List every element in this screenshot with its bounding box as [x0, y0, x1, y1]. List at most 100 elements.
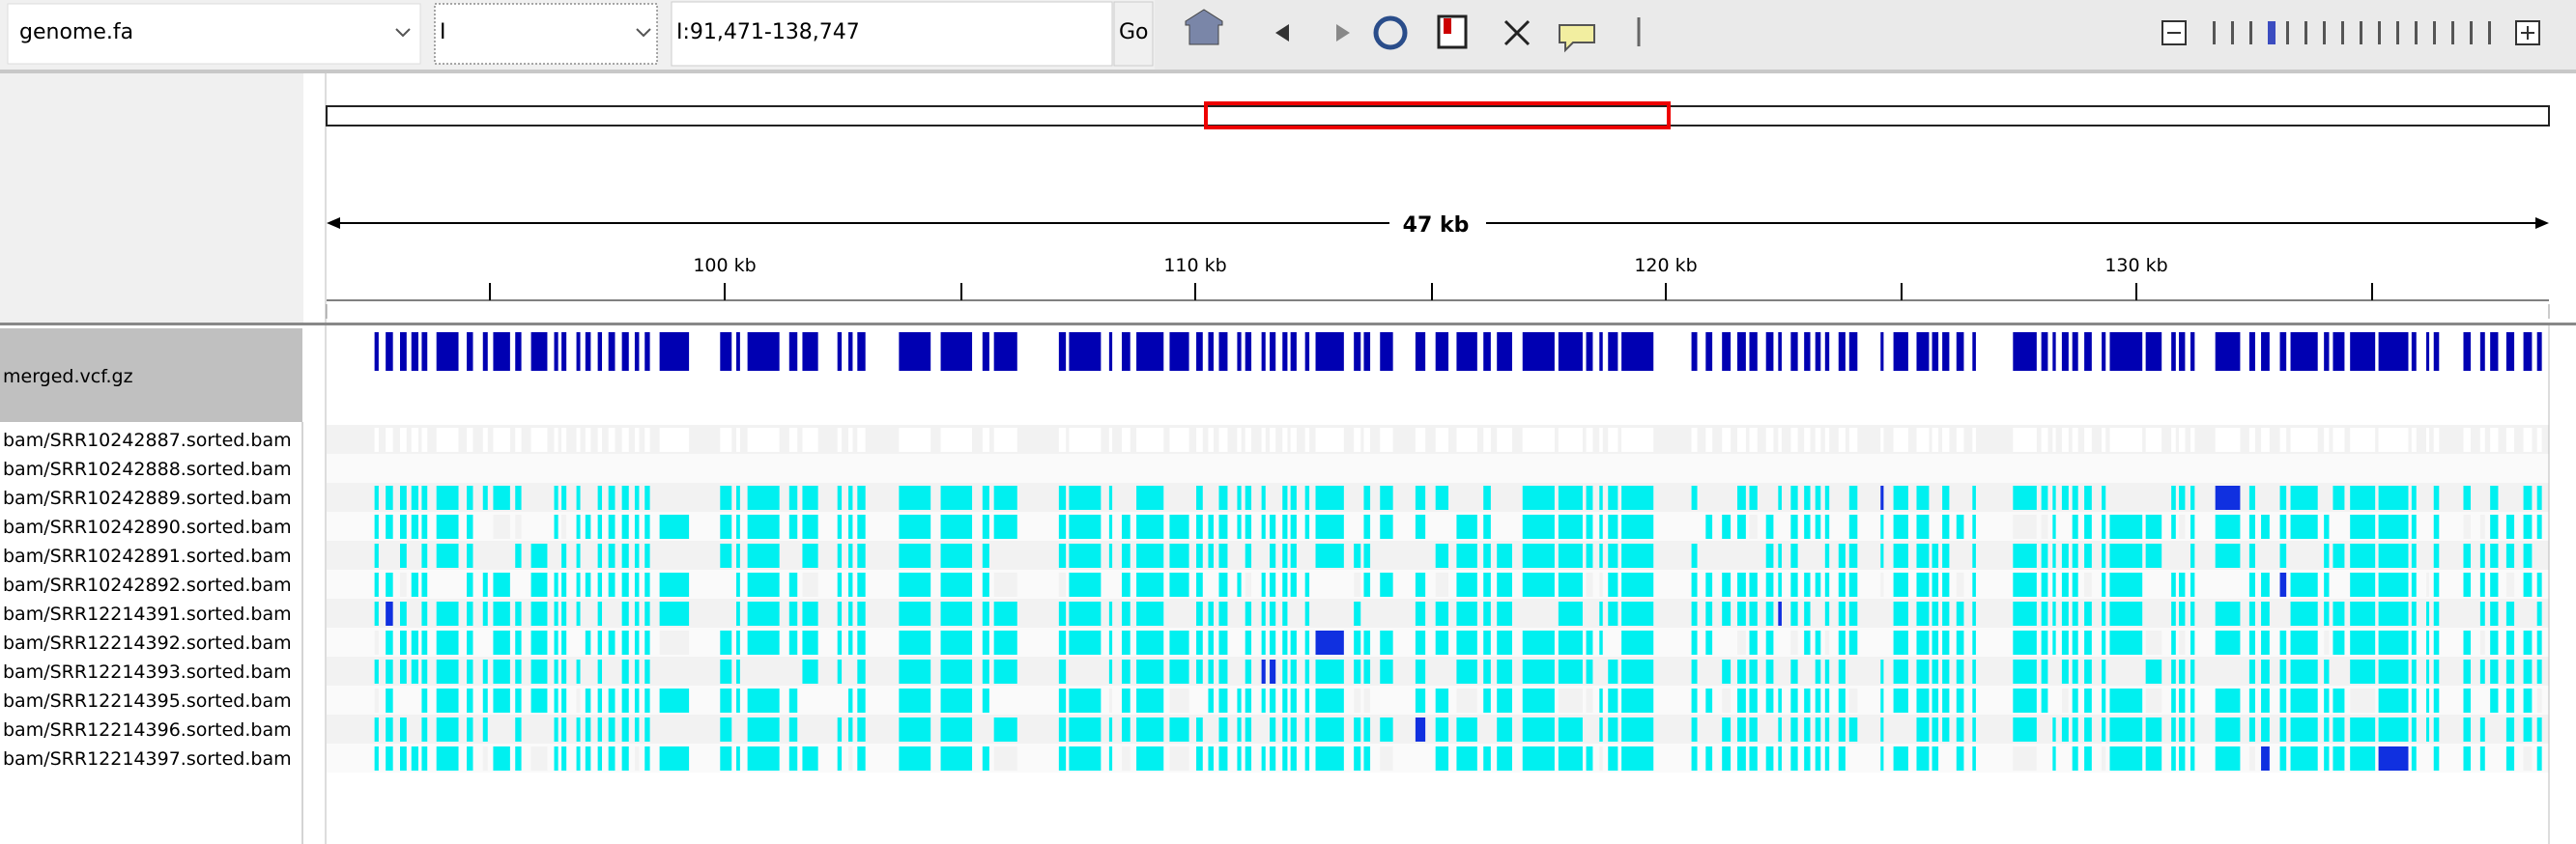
genotype-call [2411, 544, 2417, 568]
genotype-call [2411, 573, 2417, 597]
genotype-call [1765, 544, 1774, 568]
genotype-call [1522, 717, 1555, 742]
genotype-call [1621, 660, 1654, 684]
go-button[interactable] [1113, 1, 1154, 67]
genotype-call [788, 573, 798, 597]
genotype-call [1893, 544, 1908, 568]
genotype-call [2505, 573, 2515, 597]
chromosome-dropdown[interactable] [434, 3, 658, 65]
genotype-call [993, 631, 1017, 655]
genotype-call [1108, 746, 1113, 771]
variant-site [2490, 332, 2499, 371]
genotype-call [2179, 486, 2186, 510]
genotype-call [1824, 631, 1830, 655]
genotype-call [1522, 544, 1555, 568]
locus-box[interactable] [671, 1, 1113, 67]
genotype-call [2333, 428, 2345, 452]
genotype-call [386, 602, 393, 626]
genotype-call [1790, 717, 1798, 742]
back-icon[interactable] [1275, 24, 1289, 42]
genotype-call [1737, 573, 1746, 597]
roi-icon[interactable] [1437, 14, 1468, 49]
genotype-call [1218, 689, 1228, 713]
variant-site [788, 332, 798, 371]
home-icon[interactable] [1185, 9, 1223, 45]
genotype-call [2248, 717, 2255, 742]
genotype-call [515, 746, 522, 771]
zoom-slider[interactable] [2213, 21, 2491, 44]
genotype-call [1483, 573, 1491, 597]
genotype-call [2061, 602, 2069, 626]
genotype-call [2433, 746, 2440, 771]
variant-site [1237, 332, 1242, 371]
sample-name: bam/SRR10242891.sorted.bam [3, 546, 292, 567]
popup-icon[interactable] [1559, 24, 1595, 53]
refresh-icon[interactable] [1373, 15, 1408, 50]
genotype-call [982, 515, 989, 539]
genotype-call [2411, 717, 2417, 742]
genotype-call [982, 486, 989, 510]
genotype-call [1815, 631, 1821, 655]
genotype-call [1942, 428, 1950, 452]
genotype-call [2190, 602, 2195, 626]
variant-site [2290, 332, 2318, 371]
genotype-call [2248, 544, 2255, 568]
genome-dropdown[interactable] [7, 3, 421, 65]
genotype-call [2290, 689, 2318, 713]
variant-site [411, 332, 419, 371]
genotype-call [493, 573, 510, 597]
genotype-call [1121, 660, 1131, 684]
variant-site [736, 332, 740, 371]
genotype-call [585, 573, 591, 597]
genotype-call [1483, 746, 1491, 771]
genotype-call [493, 428, 510, 452]
variant-site [1705, 332, 1713, 371]
genotype-call [1838, 573, 1846, 597]
genotype-call [1196, 544, 1203, 568]
genotype-call [1608, 486, 1618, 510]
genotype-call [1558, 746, 1583, 771]
genotype-call [2411, 428, 2417, 452]
genotype-call [515, 689, 522, 713]
genotype-call [1599, 544, 1603, 568]
variant-site [1778, 332, 1782, 371]
genotype-call [1483, 544, 1491, 568]
variant-site [1169, 332, 1189, 371]
genotype-call [2505, 544, 2515, 568]
genotype-call [621, 428, 629, 452]
genotype-call [1737, 544, 1746, 568]
genotype-call [2061, 573, 2069, 597]
variant-site [1497, 332, 1512, 371]
genotype-call [802, 573, 818, 597]
genotype-call [2333, 631, 2345, 655]
genotype-call [597, 660, 603, 684]
variant-site [2145, 332, 2162, 371]
genotype-call [1270, 515, 1276, 539]
genotype-call [2324, 428, 2330, 452]
genotype-call [2350, 573, 2376, 597]
genotype-call [1893, 689, 1908, 713]
genotype-call [659, 631, 690, 655]
genotype-call [2350, 631, 2376, 655]
genotype-call [2505, 717, 2515, 742]
forward-icon[interactable] [1336, 24, 1350, 42]
genotype-call [2041, 660, 2048, 684]
fit-icon[interactable] [1503, 19, 1531, 46]
genotype-call [608, 631, 615, 655]
genotype-call [1599, 486, 1603, 510]
genotype-call [2102, 717, 2106, 742]
variant-site [1749, 332, 1758, 371]
genotype-call [2215, 544, 2241, 568]
variant-site [1522, 332, 1555, 371]
variant-site [747, 332, 780, 371]
genotype-call [1804, 515, 1811, 539]
genotype-call [2290, 515, 2318, 539]
variant-track-name[interactable] [0, 328, 302, 422]
genotype-call [585, 428, 591, 452]
genotype-call [386, 428, 393, 452]
genotype-call [374, 660, 379, 684]
genotype-call [1838, 428, 1846, 452]
genotype-call [1169, 515, 1189, 539]
genotype-call [1932, 602, 1939, 626]
genotype-call [899, 631, 931, 655]
